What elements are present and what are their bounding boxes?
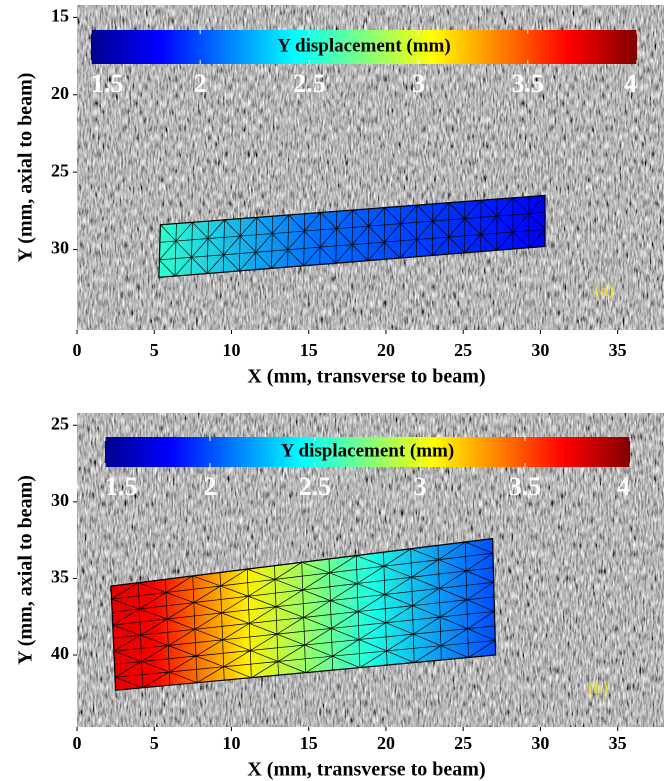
y-axis-label: Y (mm, axial to beam) (15, 73, 37, 263)
colorbar-tick-label: 3.5 (509, 472, 542, 501)
panel: Y displacement (mm) 1.5 2 2.5 3 3.5 4 (a) 0 5 10 15… (15, 5, 664, 388)
annotation: (b) (588, 678, 609, 697)
y-axis-label: Y (mm, axial to beam) (15, 475, 37, 665)
x-tick-label: 35 (609, 733, 627, 753)
x-tick-label: 10 (222, 340, 240, 360)
colorbar-tick-label: 1.5 (91, 69, 124, 98)
panel: Y displacement (mm) 1.5 2 2.5 3 3.5 4 (b) 0 5 10 15… (15, 413, 664, 781)
x-tick-label: 20 (377, 340, 395, 360)
x-tick-label: 15 (300, 340, 318, 360)
x-tick-label: 10 (222, 733, 240, 753)
colorbar-tick-label: 1.5 (105, 472, 138, 501)
y-tick-label: 35 (51, 567, 69, 587)
x-tick-label: 0 (73, 340, 82, 360)
colorbar-tick-label: 2 (204, 472, 217, 501)
colorbar-tick-label: 4 (624, 69, 637, 98)
x-axis-label: X (mm, transverse to beam) (247, 366, 485, 388)
x-tick-label: 15 (300, 733, 318, 753)
colorbar-tick-label: 3 (414, 472, 427, 501)
x-tick-label: 30 (531, 340, 549, 360)
colorbar-label: Y displacement (mm) (281, 440, 454, 461)
y-tick-label: 15 (51, 6, 69, 26)
annotation: (a) (594, 281, 614, 300)
y-tick-label: 30 (51, 238, 69, 258)
x-tick-label: 25 (454, 733, 472, 753)
colorbar-label: Y displacement (mm) (277, 35, 450, 56)
colorbar-tick-label: 2 (194, 69, 207, 98)
x-tick-label: 25 (454, 340, 472, 360)
x-tick-label: 5 (150, 733, 159, 753)
x-tick-label: 35 (609, 340, 627, 360)
x-tick-label: 30 (531, 733, 549, 753)
colorbar-tick-label: 3.5 (512, 69, 545, 98)
y-tick-label: 25 (51, 413, 69, 433)
figure: Y displacement (mm) 1.5 2 2.5 3 3.5 4 (a) 0 5 10 15… (0, 0, 668, 781)
colorbar-tick-label: 2.5 (299, 472, 332, 501)
x-tick-label: 0 (73, 733, 82, 753)
x-axis-label: X (mm, transverse to beam) (247, 759, 485, 781)
y-tick-label: 30 (51, 490, 69, 510)
y-tick-label: 40 (51, 643, 69, 663)
x-tick-label: 20 (377, 733, 395, 753)
y-tick-label: 25 (51, 160, 69, 180)
colorbar-tick-label: 3 (412, 69, 425, 98)
colorbar-tick-label: 2.5 (293, 69, 326, 98)
y-tick-label: 20 (51, 83, 69, 103)
x-tick-label: 5 (150, 340, 159, 360)
colorbar-tick-label: 4 (617, 472, 630, 501)
